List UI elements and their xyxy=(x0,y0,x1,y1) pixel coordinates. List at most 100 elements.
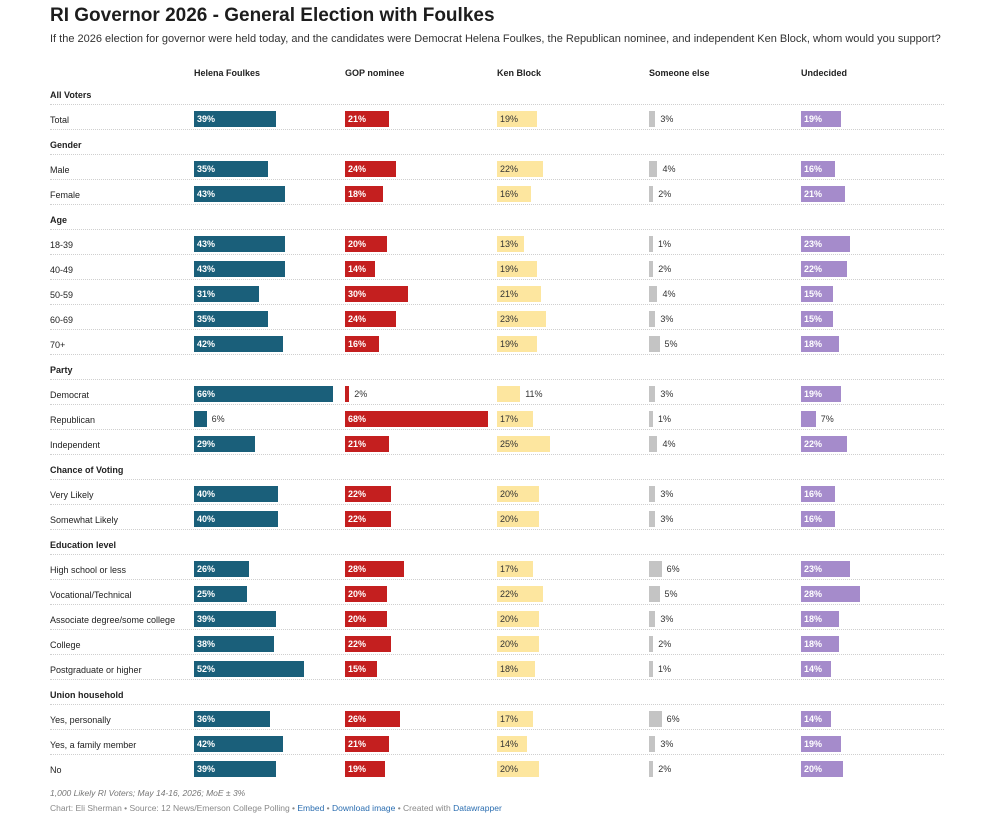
row-label: Vocational/Technical xyxy=(50,590,132,600)
value-label: 2% xyxy=(658,189,672,199)
value-label: 68% xyxy=(348,414,367,424)
value-label: 22% xyxy=(500,164,519,174)
value-label: 20% xyxy=(500,764,519,774)
bar xyxy=(649,586,660,602)
row-label: 50-59 xyxy=(50,290,74,300)
bar xyxy=(345,761,386,777)
column-header: Ken Block xyxy=(497,68,542,78)
group-separator xyxy=(50,129,944,130)
bar xyxy=(345,161,396,177)
bar xyxy=(497,736,527,752)
value-label: 24% xyxy=(348,164,367,174)
bar xyxy=(649,311,656,327)
value-label: 21% xyxy=(348,439,367,449)
row-separator xyxy=(50,229,944,230)
row-separator xyxy=(50,154,944,155)
value-label: 2% xyxy=(658,264,672,274)
bar xyxy=(497,261,538,277)
bar xyxy=(497,336,538,352)
bar xyxy=(497,636,540,652)
bar xyxy=(345,261,375,277)
bar xyxy=(497,511,540,527)
bar xyxy=(345,561,405,577)
group-separator xyxy=(50,454,944,455)
credit-text: Chart: Eli Sherman • Source: 12 News/Eme… xyxy=(50,803,298,813)
row-label: Male xyxy=(50,165,70,175)
bar xyxy=(649,436,658,452)
group-separator xyxy=(50,679,944,680)
value-label: 14% xyxy=(500,739,519,749)
value-label: 3% xyxy=(660,114,674,124)
value-label: 16% xyxy=(804,164,823,174)
value-label: 3% xyxy=(660,739,674,749)
value-label: 39% xyxy=(197,764,216,774)
value-label: 43% xyxy=(197,264,216,274)
bar xyxy=(194,511,279,527)
value-label: 42% xyxy=(197,739,216,749)
column-header: GOP nominee xyxy=(345,68,405,78)
value-label: 19% xyxy=(500,339,519,349)
bar xyxy=(801,636,839,652)
bar xyxy=(801,611,839,627)
value-label: 38% xyxy=(197,639,216,649)
bar xyxy=(649,736,656,752)
bar xyxy=(801,186,846,202)
value-label: 19% xyxy=(348,764,367,774)
row-label: High school or less xyxy=(50,565,127,575)
value-label: 20% xyxy=(500,489,519,499)
download-image-link[interactable]: Download image xyxy=(332,803,396,813)
value-label: 52% xyxy=(197,664,216,674)
column-header: Someone else xyxy=(649,68,710,78)
row-label: Associate degree/some college xyxy=(50,615,176,625)
bar xyxy=(801,286,833,302)
bar xyxy=(497,436,550,452)
bar xyxy=(801,436,848,452)
value-label: 3% xyxy=(660,614,674,624)
embed-link[interactable]: Embed xyxy=(297,803,325,813)
value-label: 40% xyxy=(197,514,216,524)
bar xyxy=(497,611,540,627)
value-label: 43% xyxy=(197,239,216,249)
bar xyxy=(345,511,392,527)
value-label: 26% xyxy=(348,714,367,724)
datawrapper-link[interactable]: Datawrapper xyxy=(453,803,502,813)
group-label: All Voters xyxy=(50,90,92,100)
bar xyxy=(194,311,268,327)
column-header: Undecided xyxy=(801,68,848,78)
row-separator xyxy=(50,379,944,380)
row-separator xyxy=(50,754,944,755)
value-label: 15% xyxy=(804,314,823,324)
value-label: 31% xyxy=(197,289,216,299)
value-label: 20% xyxy=(348,589,367,599)
bar xyxy=(194,186,285,202)
value-label: 66% xyxy=(197,389,216,399)
row-label: Yes, a family member xyxy=(50,740,137,750)
row-label: No xyxy=(50,765,62,775)
bar xyxy=(194,286,260,302)
bar xyxy=(497,236,525,252)
group-label: Party xyxy=(50,365,73,375)
value-label: 2% xyxy=(354,389,368,399)
value-label: 13% xyxy=(500,239,519,249)
bar xyxy=(345,586,388,602)
row-label: 60-69 xyxy=(50,315,74,325)
value-label: 15% xyxy=(804,289,823,299)
group-label: Gender xyxy=(50,140,82,150)
value-label: 23% xyxy=(804,564,823,574)
bar xyxy=(497,111,538,127)
row-label: Postgraduate or higher xyxy=(50,665,142,675)
value-label: 20% xyxy=(348,614,367,624)
value-label: 21% xyxy=(348,739,367,749)
value-label: 22% xyxy=(348,639,367,649)
bar xyxy=(194,611,277,627)
bar xyxy=(194,111,277,127)
value-label: 17% xyxy=(500,414,519,424)
value-label: 3% xyxy=(660,314,674,324)
bar xyxy=(801,561,850,577)
row-label: Somewhat Likely xyxy=(50,515,119,525)
bar xyxy=(345,286,409,302)
bar xyxy=(649,186,654,202)
value-label: 6% xyxy=(666,564,680,574)
value-label: 2% xyxy=(658,639,672,649)
row-label: 70+ xyxy=(50,340,66,350)
